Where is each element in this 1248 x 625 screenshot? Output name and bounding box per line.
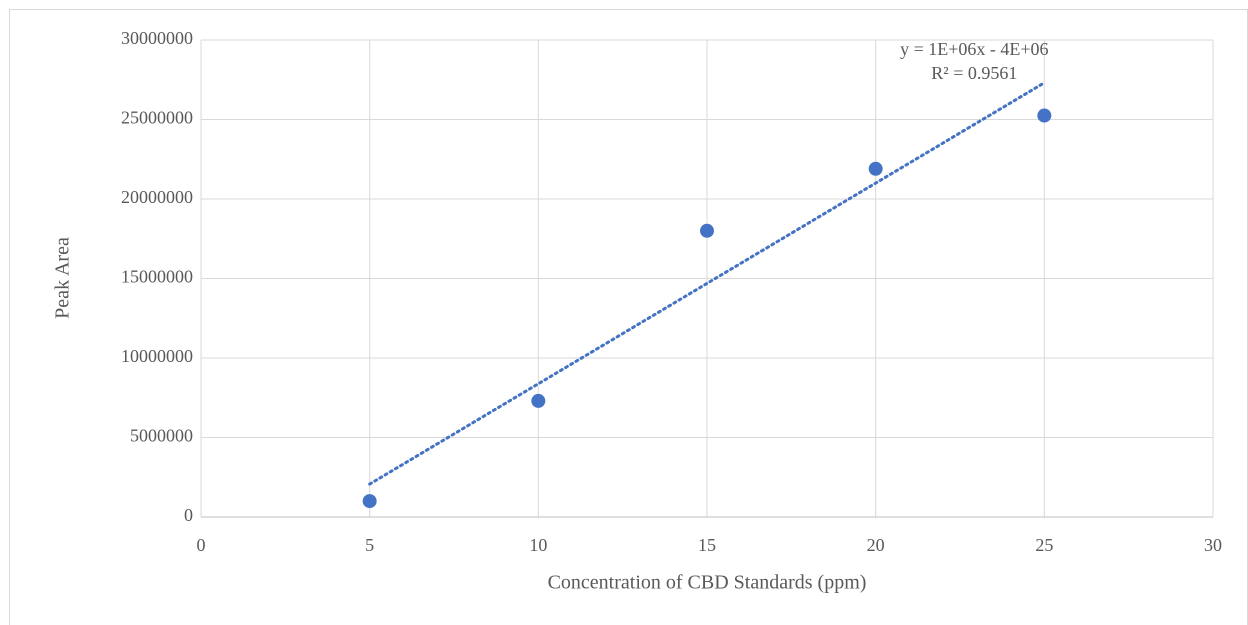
x-tick-label: 20 [867,535,885,555]
y-tick-label: 15000000 [121,267,193,287]
point [868,161,883,176]
point [531,393,546,408]
y-tick-label: 25000000 [121,108,193,128]
x-axis-label: Concentration of CBD Standards (ppm) [548,572,867,594]
y-tick-label: 20000000 [121,187,193,207]
y-tick-label: 0 [184,505,193,525]
x-tick-label: 25 [1035,535,1053,555]
trendline-r-squared: R² = 0.9561 [931,63,1017,83]
trendline-equation: y = 1E+06x - 4E+06 [900,39,1048,59]
y-tick-label: 5000000 [130,426,193,446]
trendline [368,81,1046,486]
x-tick-label: 10 [529,535,547,555]
point [1037,108,1052,123]
x-tick-label: 15 [698,535,716,555]
y-tick-label: 10000000 [121,346,193,366]
x-tick-label: 5 [365,535,374,555]
x-tick-label: 30 [1204,535,1222,555]
y-tick-label: 30000000 [121,28,193,48]
point [362,494,377,509]
point [700,223,714,238]
y-axis-label: Peak Area [52,237,74,319]
chart-border [9,9,1248,625]
x-tick-label: 0 [197,535,206,555]
